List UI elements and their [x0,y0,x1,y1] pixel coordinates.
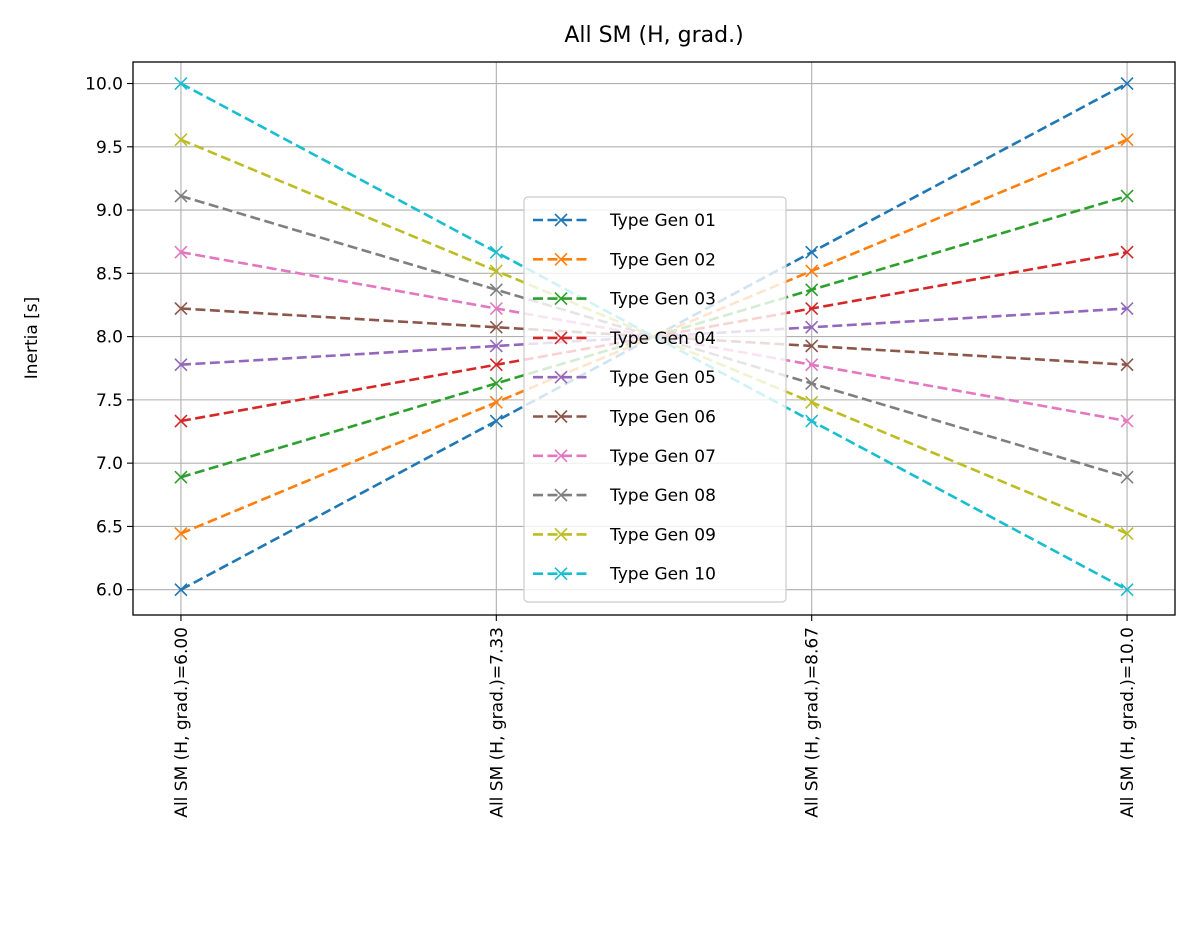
legend-label: Type Gen 02 [609,250,716,270]
x-marker [554,213,568,227]
x-marker [554,488,568,502]
x-marker [805,283,819,297]
x-marker [174,76,188,91]
y-tick-label: 7.0 [96,454,123,474]
x-marker [489,320,503,334]
legend-entry: Type Gen 09 [533,525,716,545]
legend-label: Type Gen 10 [609,565,716,585]
x-marker [174,358,188,372]
x-marker [174,583,188,597]
x-marker [1120,76,1134,91]
legend-entry: Type Gen 02 [533,250,716,270]
legend-label: Type Gen 09 [609,525,716,545]
x-marker [554,409,568,424]
legend-entry: Type Gen 06 [533,408,716,428]
x-marker [489,245,503,259]
legend-entry: Type Gen 07 [533,447,716,467]
x-marker [174,189,188,203]
x-tick-label: All SM (H, grad.)=8.67 [803,627,823,818]
x-marker [489,339,503,353]
chart-title: All SM (H, grad.) [564,23,743,48]
x-marker [554,449,568,463]
legend-entry: Type Gen 03 [533,290,716,310]
y-tick-label: 6.5 [96,517,123,537]
x-marker [1120,133,1134,147]
legend-label: Type Gen 08 [609,486,716,506]
y-tick-label: 9.0 [96,201,123,221]
x-marker [1120,358,1134,372]
x-marker [489,414,503,428]
x-marker [489,358,503,372]
y-tick-label: 9.5 [96,138,123,158]
x-marker [805,320,819,334]
legend-label: Type Gen 06 [609,408,716,428]
x-marker [805,339,819,353]
x-marker [554,331,568,345]
y-tick-label: 7.5 [96,391,123,411]
legend-entry: Type Gen 08 [533,486,716,506]
x-marker [805,245,819,259]
legend-label: Type Gen 01 [609,211,716,231]
x-marker [174,301,188,316]
y-tick-label: 8.0 [96,328,123,348]
x-marker [174,133,188,147]
ticks: 6.0 6.5 7.0 7.5 8.0 8.5 9.0 9.5 10.0 All SM (H, g… [85,75,1138,818]
x-marker [174,414,188,428]
x-tick-label: All SM (H, grad.)=7.33 [487,627,507,818]
legend-entry: Type Gen 04 [533,329,716,349]
x-marker [805,395,819,409]
x-marker [554,567,568,581]
legend-label: Type Gen 07 [609,447,716,467]
x-marker [1120,414,1134,428]
x-marker [554,252,568,266]
x-marker [1120,526,1134,541]
x-marker [1120,245,1134,259]
x-marker [805,376,819,390]
x-marker [805,358,819,372]
x-tick-label: All SM (H, grad.)=10.0 [1118,627,1138,818]
x-marker [554,527,568,541]
x-marker [805,414,819,428]
legend-label: Type Gen 03 [609,290,716,310]
x-marker [805,264,819,278]
x-tick-label: All SM (H, grad.)=6.00 [172,627,192,818]
y-axis-label: Inertia [s] [22,297,42,380]
y-tick-label: 6.0 [96,581,123,601]
x-marker [174,526,188,541]
y-tick-label: 8.5 [96,264,123,284]
legend-entry: Type Gen 10 [533,565,716,585]
legend-box [523,196,787,603]
x-marker [174,245,188,259]
x-marker [1120,301,1134,316]
x-marker [489,301,503,316]
x-marker [805,301,819,316]
x-marker [174,470,188,484]
x-marker [489,395,503,409]
x-marker [489,264,503,278]
y-tick-label: 10.0 [85,75,123,95]
x-marker [554,292,568,306]
legend-label: Type Gen 05 [609,368,716,388]
x-marker [1120,470,1134,484]
legend-entry: Type Gen 01 [533,211,716,231]
x-marker [1120,583,1134,597]
legend-label: Type Gen 04 [609,329,716,349]
x-marker [489,283,503,297]
x-marker [554,370,568,384]
legend-entry: Type Gen 05 [533,368,716,388]
plot-frame [132,61,1176,616]
legend: Type Gen 01 Type Gen 02 Type Gen 03 Type Ge… [523,196,787,603]
x-marker [1120,189,1134,203]
x-marker [489,376,503,390]
